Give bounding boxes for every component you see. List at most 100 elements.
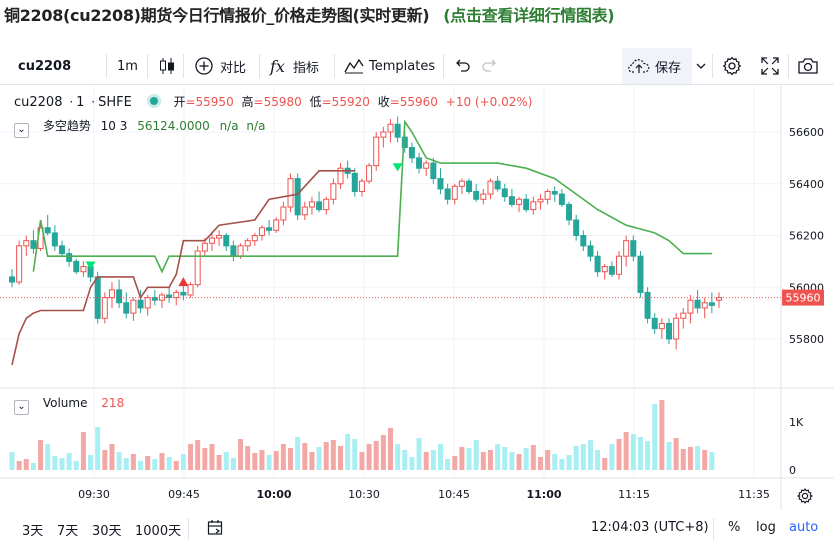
volume-bar	[573, 446, 579, 470]
indicators-label: 指标	[292, 60, 319, 76]
clock: 12:04:03 (UTC+8)	[591, 520, 709, 535]
candle-body	[666, 322, 673, 340]
candle-body	[394, 123, 401, 138]
volume-bar	[88, 455, 94, 470]
candle-body	[180, 291, 187, 296]
candle-body	[558, 193, 565, 205]
volume-bar	[395, 444, 401, 470]
range-3d-button[interactable]: 3天	[22, 524, 44, 539]
volume-bar	[373, 441, 379, 470]
candle-body	[308, 201, 315, 208]
volume-bar	[230, 458, 236, 470]
candle-body	[423, 162, 430, 169]
candle-body	[694, 299, 701, 309]
snapshot-button[interactable]	[797, 48, 819, 84]
detail-chart-link[interactable]: (点击查看详细行情图表)	[443, 6, 615, 25]
volume-bar	[288, 448, 294, 470]
trend-lines	[11, 119, 712, 366]
compare-button[interactable]: 对比	[194, 48, 246, 84]
calendar-arrow-icon	[207, 520, 223, 535]
volume-bar	[245, 446, 251, 470]
volume-bar	[102, 450, 108, 470]
candle-body	[66, 253, 73, 262]
range-30d-button[interactable]: 30天	[92, 524, 122, 539]
redo-button[interactable]	[481, 48, 499, 84]
templates-button[interactable]: Templates	[344, 48, 435, 84]
volume-label[interactable]: Volume	[42, 396, 88, 410]
indicators-button[interactable]: fx 指标	[270, 48, 319, 84]
candle-body	[416, 157, 423, 169]
candle-body	[266, 227, 273, 231]
candle-body	[466, 180, 473, 193]
collapse-volume-icon[interactable]: ⌄	[14, 400, 29, 415]
volume-bar	[680, 449, 686, 470]
price-tick-label: 56400	[789, 178, 824, 191]
sell-signal-marker	[85, 261, 96, 270]
volume-bar	[352, 439, 358, 470]
volume-bar	[30, 463, 36, 470]
indicator-na-2: n/a	[246, 119, 266, 133]
candle-body	[651, 317, 658, 330]
candle-body	[401, 136, 408, 149]
log-toggle[interactable]: log	[756, 520, 776, 535]
undo-icon	[456, 59, 470, 72]
fullscreen-button[interactable]	[761, 48, 779, 84]
trend-signals	[85, 163, 403, 287]
collapse-legend-icon[interactable]: ⌄	[14, 123, 29, 138]
indicator-name[interactable]: 多空趋势	[42, 119, 91, 133]
chart-type-button[interactable]	[158, 48, 176, 84]
range-1000d-button[interactable]: 1000天	[135, 524, 182, 539]
volume-bar	[580, 444, 586, 470]
volume-bar	[116, 452, 122, 470]
volume-bar	[652, 404, 658, 470]
volume-bar	[616, 439, 622, 470]
time-axis: 09:30 09:45 10:00 10:30 10:45 11:00 11:15 11:35	[78, 488, 770, 501]
candle-body	[380, 131, 387, 138]
candle-body	[608, 266, 615, 275]
auto-toggle[interactable]: auto	[789, 520, 819, 535]
volume-axis: 0 1K	[789, 416, 804, 477]
trend-lower-line	[11, 170, 355, 366]
legend-close: =55960	[389, 95, 438, 109]
candle-body	[487, 180, 494, 195]
volume-bar	[630, 434, 636, 470]
settings-button[interactable]	[722, 48, 742, 84]
volume-bar	[637, 437, 643, 470]
percent-toggle[interactable]: %	[728, 520, 741, 535]
volume-bar	[38, 440, 44, 470]
candle-body	[708, 302, 715, 306]
price-tick-label: 56600	[789, 126, 824, 139]
save-label: 保存	[655, 60, 682, 76]
volume-bar	[423, 452, 429, 470]
indicator-legend: ⌄ 多空趋势 10 3 56124.0000 n/a n/a	[14, 117, 265, 138]
time-tick-label: 09:30	[78, 488, 110, 501]
candle-body	[130, 299, 137, 314]
save-options-dropdown[interactable]	[696, 48, 706, 84]
price-tick-label: 55800	[789, 333, 824, 346]
time-axis-settings-button[interactable]	[796, 488, 814, 504]
symbol-search[interactable]: cu2208	[18, 48, 71, 84]
candle-body	[123, 302, 130, 314]
volume-bar	[159, 453, 165, 470]
legend-exchange: SHFE	[98, 95, 132, 110]
interval-button[interactable]: 1m	[117, 48, 138, 84]
time-tick-label: 10:45	[438, 488, 470, 501]
undo-button[interactable]	[453, 48, 471, 84]
candle-body	[108, 289, 115, 299]
volume-bar	[316, 447, 322, 470]
goto-date-button[interactable]	[207, 519, 225, 541]
candle-body	[173, 291, 180, 299]
range-7d-button[interactable]: 7天	[57, 524, 79, 539]
volume-bar	[309, 452, 315, 470]
volume-bar	[466, 448, 472, 470]
volume-bar	[145, 456, 151, 470]
candle-body	[337, 167, 344, 185]
last-price-value: 55960	[786, 292, 821, 305]
price-tick-label: 56200	[789, 230, 824, 243]
candle-body	[251, 235, 258, 242]
volume-bar	[402, 450, 408, 470]
chart-toolbar: cu2208 1m 对比 fx 指标 Templates 保存	[0, 48, 834, 85]
save-button[interactable]: 保存	[628, 48, 681, 84]
